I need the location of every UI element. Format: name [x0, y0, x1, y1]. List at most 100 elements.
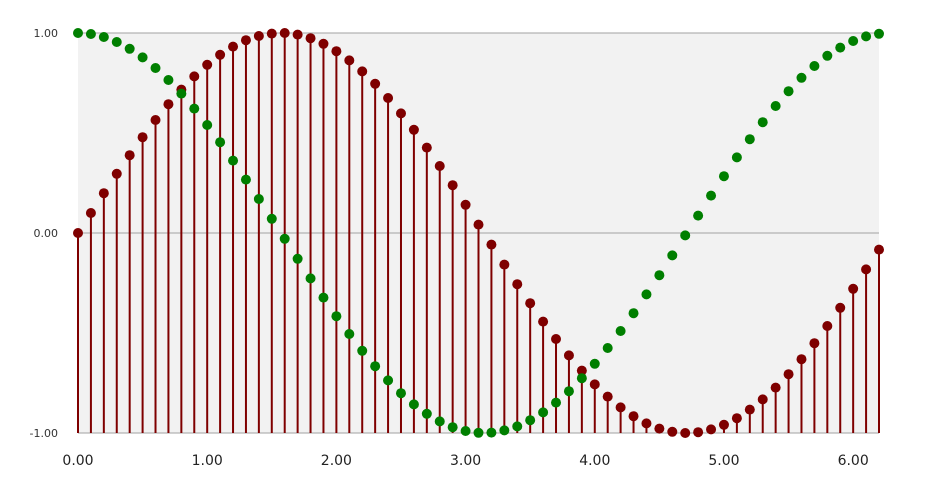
data-point [73, 28, 83, 38]
data-point [693, 210, 704, 221]
stem-point [370, 78, 381, 89]
data-point [822, 50, 833, 61]
stem-point [525, 298, 536, 309]
stem-point [318, 38, 329, 49]
data-point [266, 213, 277, 224]
data-point [835, 42, 846, 53]
data-point [111, 37, 122, 47]
data-point [434, 416, 445, 427]
data-point [305, 273, 316, 284]
stem-point [706, 424, 717, 435]
stem-point [447, 180, 458, 191]
stem-point [680, 428, 691, 438]
data-point [861, 31, 872, 42]
data-point [124, 43, 135, 54]
data-point [408, 399, 419, 410]
y-tick-label: 0.00 [34, 227, 59, 240]
data-point [279, 233, 290, 244]
data-point [228, 155, 239, 166]
data-point [706, 190, 717, 201]
stem-point [215, 49, 226, 60]
data-point [576, 373, 587, 384]
stem-point [731, 413, 742, 424]
stem-point [202, 59, 213, 70]
data-point [641, 289, 652, 300]
data-point [150, 63, 161, 73]
stem-point [693, 427, 704, 438]
data-point [395, 388, 406, 399]
data-point [783, 86, 794, 97]
stem-point [770, 382, 781, 393]
stem-point [98, 188, 109, 199]
data-point [602, 343, 613, 353]
data-point [344, 329, 355, 339]
data-point [318, 292, 329, 303]
data-point [628, 308, 639, 319]
stem-point [512, 279, 523, 290]
data-point [796, 72, 807, 83]
x-tick-label: 5.00 [708, 453, 739, 469]
data-point [486, 427, 497, 438]
data-point [680, 230, 691, 241]
data-point [551, 397, 562, 408]
stem-point [240, 35, 251, 46]
data-point [615, 326, 626, 336]
stem-point [460, 199, 471, 210]
data-point [370, 361, 381, 372]
x-tick-label: 0.00 [62, 453, 93, 469]
stem-point [357, 66, 368, 77]
stem-point [874, 244, 884, 255]
data-point [421, 408, 432, 419]
x-axis-ticks: 0.00 1.00 2.00 3.00 4.00 5.00 6.00 [62, 453, 868, 469]
stem-point [253, 31, 264, 41]
data-point [215, 137, 226, 148]
stem-point [796, 354, 807, 365]
y-axis-ticks: 1.00 0.00 -1.00 [30, 27, 58, 440]
stem-point [305, 33, 316, 44]
data-point [331, 311, 342, 322]
stem-point [228, 41, 239, 52]
data-point [357, 345, 368, 356]
data-point [848, 36, 859, 46]
stem-point [602, 391, 613, 402]
stem-point [279, 28, 290, 38]
stem-point [563, 350, 574, 361]
stem-point [861, 264, 872, 275]
data-point [383, 375, 394, 386]
stem-point [124, 150, 135, 161]
data-point [202, 120, 213, 130]
data-point [292, 253, 303, 264]
stem-point [85, 208, 96, 218]
data-point [240, 174, 251, 185]
stem-point [486, 239, 497, 250]
data-point [809, 61, 820, 71]
data-point [473, 427, 484, 438]
stem-point [848, 283, 859, 294]
x-tick-label: 2.00 [321, 453, 352, 469]
data-point [718, 171, 729, 182]
data-point [525, 415, 536, 426]
stem-point [73, 228, 83, 238]
stem-point [718, 419, 729, 430]
stem-point [783, 369, 794, 380]
stem-point [499, 259, 510, 270]
stem-point [292, 29, 303, 40]
x-tick-label: 1.00 [192, 453, 223, 469]
stem-point [473, 219, 484, 230]
data-point [744, 134, 755, 145]
data-point [163, 75, 174, 85]
data-point [137, 52, 148, 63]
data-point [654, 270, 665, 281]
data-point [98, 32, 109, 42]
data-point [253, 194, 264, 204]
stem-point [757, 394, 768, 405]
stem-point [137, 132, 148, 143]
stem-point [667, 426, 678, 437]
data-point [85, 29, 96, 39]
stem-point [421, 142, 432, 153]
data-point [757, 117, 768, 128]
stem-point [266, 28, 277, 39]
stem-point [331, 46, 342, 57]
stem-point [576, 365, 587, 376]
